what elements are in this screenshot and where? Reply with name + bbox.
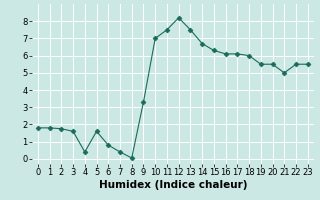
X-axis label: Humidex (Indice chaleur): Humidex (Indice chaleur): [99, 180, 247, 190]
